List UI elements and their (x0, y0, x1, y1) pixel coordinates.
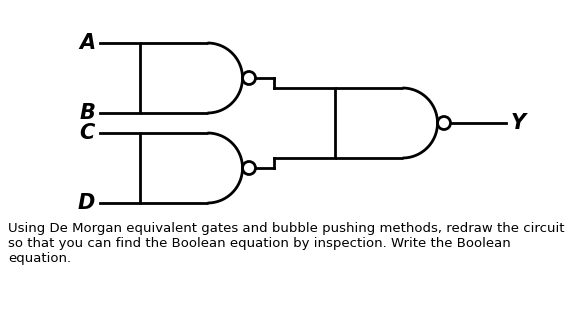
Text: A: A (79, 33, 95, 53)
Text: Using De Morgan equivalent gates and bubble pushing methods, redraw the circuit
: Using De Morgan equivalent gates and bub… (8, 222, 564, 265)
Text: Y: Y (511, 113, 526, 133)
Text: C: C (80, 123, 95, 143)
Text: B: B (79, 103, 95, 123)
Text: D: D (78, 193, 95, 213)
